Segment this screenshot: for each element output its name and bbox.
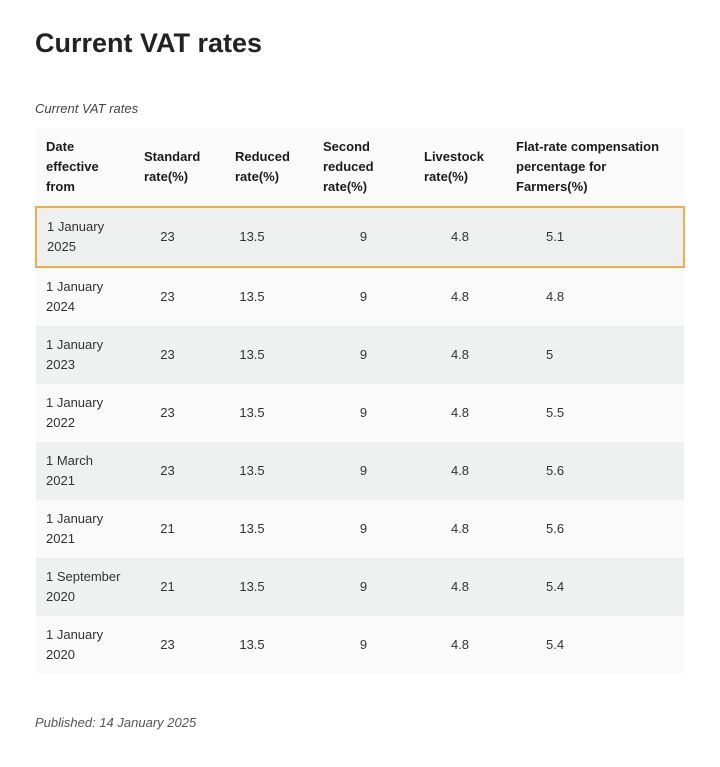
cell-second-reduced: 9 <box>313 558 414 616</box>
cell-standard: 23 <box>134 326 225 384</box>
cell-flat-rate: 5.6 <box>506 442 684 500</box>
table-row: 1 January 2022 23 13.5 9 4.8 5.5 <box>36 384 684 442</box>
cell-date: 1 September 2020 <box>36 558 134 616</box>
cell-reduced: 13.5 <box>225 500 313 558</box>
cell-second-reduced: 9 <box>313 384 414 442</box>
cell-date: 1 January 2025 <box>35 206 134 268</box>
cell-second-reduced: 9 <box>313 500 414 558</box>
header-second-reduced: Second reduced rate(%) <box>313 128 414 207</box>
page-title: Current VAT rates <box>35 28 263 58</box>
cell-flat-rate: 5.4 <box>506 616 684 674</box>
cell-flat-rate: 5.5 <box>506 384 684 442</box>
cell-flat-rate: 5.1 <box>506 206 685 268</box>
header-reduced: Reduced rate(%) <box>225 128 313 207</box>
cell-standard: 21 <box>134 558 225 616</box>
table-row: 1 January 2020 23 13.5 9 4.8 5.4 <box>36 616 684 674</box>
cell-reduced: 13.5 <box>225 267 313 326</box>
cell-livestock: 4.8 <box>414 558 506 616</box>
cell-reduced: 13.5 <box>225 384 313 442</box>
published-date: Published: 14 January 2025 <box>35 715 197 730</box>
table-row: 1 January 2021 21 13.5 9 4.8 5.6 <box>36 500 684 558</box>
table-caption: Current VAT rates <box>35 101 139 116</box>
cell-date: 1 January 2020 <box>36 616 134 674</box>
table-row: 1 September 2020 21 13.5 9 4.8 5.4 <box>36 558 684 616</box>
header-date: Date effective from <box>36 128 134 207</box>
header-standard: Standard rate(%) <box>134 128 225 207</box>
cell-date: 1 January 2021 <box>36 500 134 558</box>
cell-livestock: 4.8 <box>414 206 506 268</box>
header-livestock: Livestock rate(%) <box>414 128 506 207</box>
table-row: 1 January 2023 23 13.5 9 4.8 5 <box>36 326 684 384</box>
cell-standard: 23 <box>134 616 225 674</box>
cell-flat-rate: 5.6 <box>506 500 684 558</box>
cell-date: 1 March 2021 <box>36 442 134 500</box>
cell-reduced: 13.5 <box>225 206 313 268</box>
cell-standard: 23 <box>134 442 225 500</box>
cell-reduced: 13.5 <box>225 558 313 616</box>
cell-livestock: 4.8 <box>414 267 506 326</box>
table-row: 1 March 2021 23 13.5 9 4.8 5.6 <box>36 442 684 500</box>
cell-livestock: 4.8 <box>414 500 506 558</box>
cell-second-reduced: 9 <box>313 326 414 384</box>
cell-flat-rate: 4.8 <box>506 267 684 326</box>
cell-livestock: 4.8 <box>414 442 506 500</box>
cell-date: 1 January 2024 <box>36 267 134 326</box>
cell-reduced: 13.5 <box>225 442 313 500</box>
cell-standard: 23 <box>134 206 225 268</box>
cell-standard: 21 <box>134 500 225 558</box>
cell-second-reduced: 9 <box>313 206 414 268</box>
cell-standard: 23 <box>134 267 225 326</box>
cell-second-reduced: 9 <box>313 267 414 326</box>
table-row: 1 January 2024 23 13.5 9 4.8 4.8 <box>36 267 684 326</box>
cell-livestock: 4.8 <box>414 326 506 384</box>
cell-standard: 23 <box>134 384 225 442</box>
cell-second-reduced: 9 <box>313 616 414 674</box>
cell-reduced: 13.5 <box>225 326 313 384</box>
cell-date: 1 January 2023 <box>36 326 134 384</box>
cell-livestock: 4.8 <box>414 616 506 674</box>
cell-livestock: 4.8 <box>414 384 506 442</box>
header-flat-rate: Flat-rate compensation percentage for Fa… <box>506 128 684 207</box>
table-row: 1 January 2025 23 13.5 9 4.8 5.1 <box>35 206 685 268</box>
cell-reduced: 13.5 <box>225 616 313 674</box>
cell-flat-rate: 5 <box>506 326 684 384</box>
table-header-row: Date effective from Standard rate(%) Red… <box>36 128 684 207</box>
cell-second-reduced: 9 <box>313 442 414 500</box>
cell-date: 1 January 2022 <box>36 384 134 442</box>
vat-rates-table: Date effective from Standard rate(%) Red… <box>35 128 685 674</box>
cell-flat-rate: 5.4 <box>506 558 684 616</box>
